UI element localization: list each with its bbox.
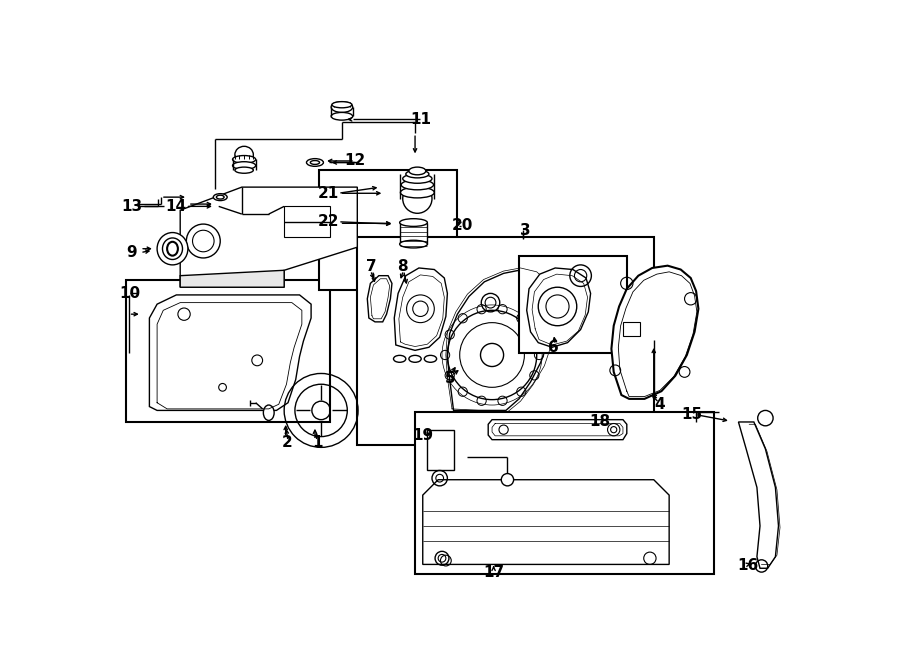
Text: 9: 9 [126,245,137,260]
Text: 6: 6 [548,340,559,355]
Ellipse shape [424,356,436,362]
Ellipse shape [213,194,227,200]
Ellipse shape [158,233,188,265]
Bar [519,256,626,353]
Text: 22: 22 [318,214,339,229]
Text: 2: 2 [282,435,292,450]
Ellipse shape [167,242,178,256]
Text: 1: 1 [312,435,322,450]
Text: 21: 21 [319,186,339,201]
Ellipse shape [400,187,435,198]
Ellipse shape [331,102,353,112]
Circle shape [186,224,220,258]
Ellipse shape [232,162,256,169]
Ellipse shape [409,167,426,175]
Ellipse shape [393,356,406,362]
Text: 3: 3 [520,223,530,238]
Text: 17: 17 [484,564,505,580]
Ellipse shape [264,405,274,420]
Polygon shape [738,422,778,568]
Text: 10: 10 [120,286,140,301]
Ellipse shape [216,195,224,199]
Ellipse shape [331,112,353,120]
Ellipse shape [406,170,429,178]
Text: 8: 8 [397,259,408,274]
Text: 15: 15 [681,407,703,422]
Polygon shape [488,420,626,440]
Text: 18: 18 [590,414,610,430]
Ellipse shape [400,240,428,248]
Ellipse shape [332,102,352,108]
Bar [400,223,428,244]
Polygon shape [611,266,698,399]
Polygon shape [394,268,447,350]
Ellipse shape [409,356,421,362]
Text: 19: 19 [412,428,433,443]
Bar [357,237,653,445]
Text: 16: 16 [737,559,759,574]
Polygon shape [367,276,392,322]
Polygon shape [447,270,552,410]
Ellipse shape [307,159,323,167]
Bar [623,322,640,336]
Text: 20: 20 [452,218,473,233]
Text: 13: 13 [122,199,142,214]
Ellipse shape [400,219,428,226]
Ellipse shape [235,167,254,173]
Bar [319,170,457,290]
Bar [427,430,454,470]
Polygon shape [423,480,669,564]
Text: 4: 4 [654,397,665,412]
Ellipse shape [402,184,432,214]
Text: 5: 5 [445,371,455,385]
Text: 7: 7 [365,259,376,274]
Polygon shape [149,295,311,410]
Ellipse shape [501,473,514,486]
Text: 12: 12 [345,153,365,169]
Ellipse shape [235,146,254,163]
Ellipse shape [232,155,256,163]
Ellipse shape [402,174,432,183]
Bar [126,280,330,422]
Ellipse shape [310,161,320,165]
Ellipse shape [401,180,434,190]
Polygon shape [526,268,590,347]
Bar [415,412,714,574]
Text: 14: 14 [166,199,187,214]
Polygon shape [180,187,357,288]
Text: 11: 11 [410,112,432,127]
Bar [284,206,330,237]
Polygon shape [180,270,284,288]
Ellipse shape [163,238,183,260]
